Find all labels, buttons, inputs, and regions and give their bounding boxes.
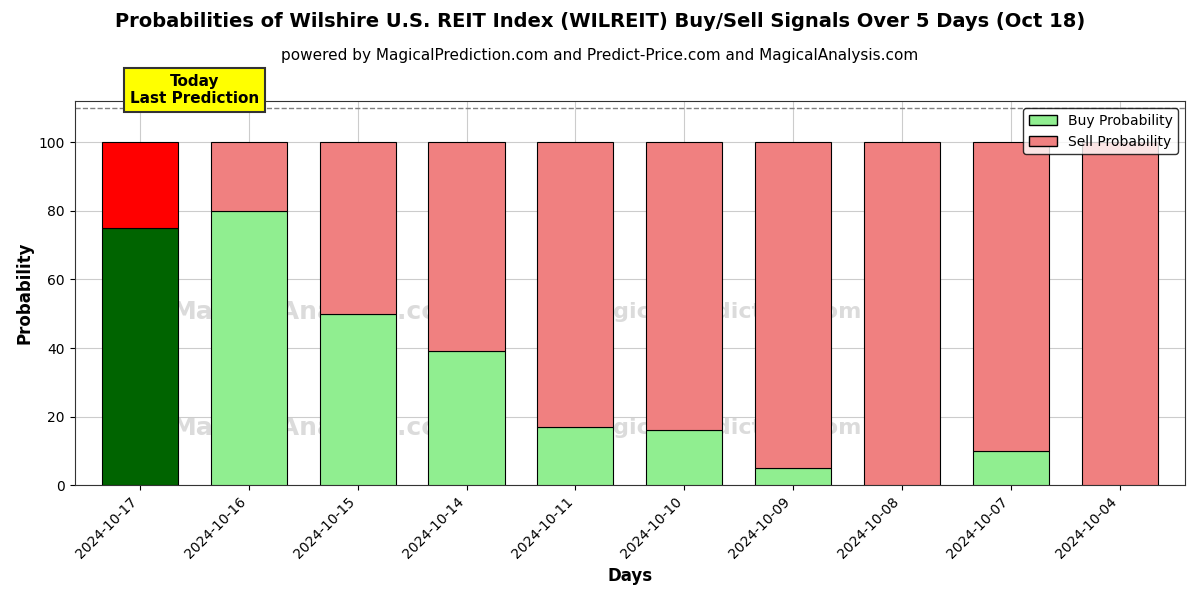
Bar — [102, 142, 178, 228]
X-axis label: Days: Days — [607, 567, 653, 585]
Bar — [1081, 142, 1158, 485]
Text: Today
Last Prediction: Today Last Prediction — [130, 74, 259, 106]
Bar — [102, 228, 178, 485]
Text: powered by MagicalPrediction.com and Predict-Price.com and MagicalAnalysis.com: powered by MagicalPrediction.com and Pre… — [281, 48, 919, 63]
Text: MagicalPrediction.com: MagicalPrediction.com — [576, 418, 862, 437]
Bar — [428, 142, 505, 352]
Bar — [319, 142, 396, 314]
Bar — [211, 142, 287, 211]
Bar — [646, 142, 722, 430]
Text: MagicalAnalysis.com: MagicalAnalysis.com — [172, 301, 466, 325]
Bar — [319, 314, 396, 485]
Legend: Buy Probability, Sell Probability: Buy Probability, Sell Probability — [1024, 108, 1178, 154]
Bar — [211, 211, 287, 485]
Bar — [755, 142, 832, 468]
Bar — [973, 142, 1049, 451]
Text: MagicalAnalysis.com: MagicalAnalysis.com — [172, 416, 466, 440]
Text: Probabilities of Wilshire U.S. REIT Index (WILREIT) Buy/Sell Signals Over 5 Days: Probabilities of Wilshire U.S. REIT Inde… — [115, 12, 1085, 31]
Bar — [538, 427, 613, 485]
Y-axis label: Probability: Probability — [16, 242, 34, 344]
Bar — [864, 142, 940, 485]
Bar — [646, 430, 722, 485]
Bar — [755, 468, 832, 485]
Bar — [428, 352, 505, 485]
Bar — [538, 142, 613, 427]
Bar — [973, 451, 1049, 485]
Text: MagicalPrediction.com: MagicalPrediction.com — [576, 302, 862, 322]
